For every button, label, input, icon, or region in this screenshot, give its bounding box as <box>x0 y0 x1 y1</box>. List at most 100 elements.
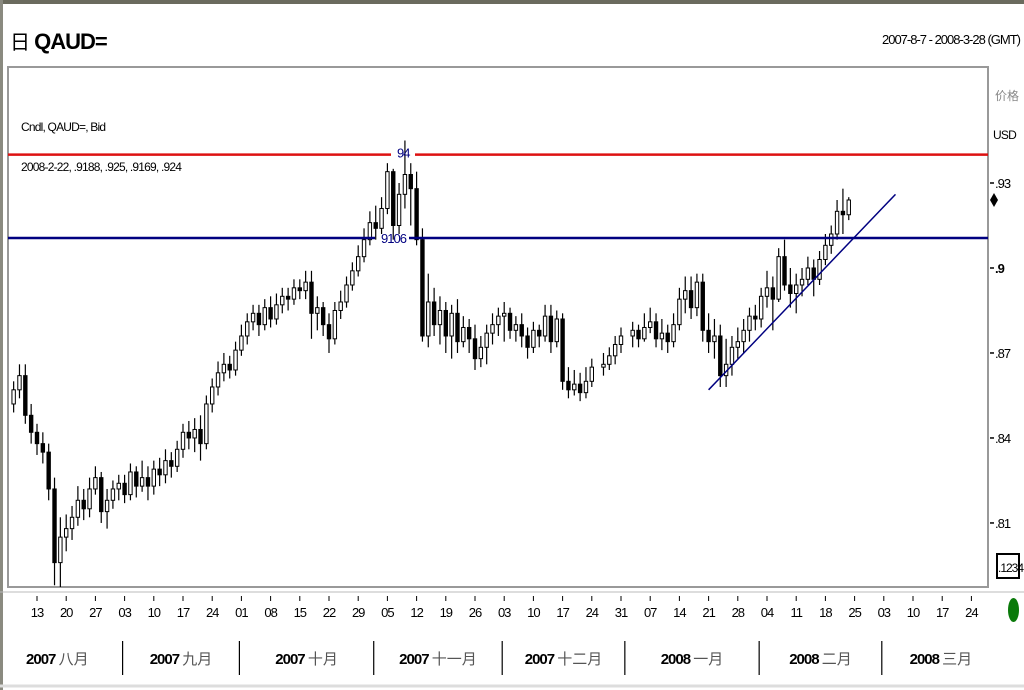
candlestick <box>653 313 659 348</box>
candle-body-down <box>23 375 28 416</box>
x-tick-label: 22 <box>323 605 336 620</box>
series-legend: Cndl, QAUD=, Bid <box>21 120 105 134</box>
symbol-label: QAUD= <box>34 29 108 54</box>
candlestick <box>262 299 267 331</box>
candle-body-down <box>472 338 478 360</box>
candlestick <box>81 488 86 521</box>
x-tick-label: 29 <box>352 605 365 620</box>
candle-body-up <box>461 326 466 343</box>
candlestick <box>87 477 92 518</box>
candle-body-up <box>174 448 180 467</box>
candlestick <box>99 471 104 523</box>
x-tick-label: 12 <box>410 605 423 620</box>
horizontal-line-label: 9106 <box>381 231 407 246</box>
candlestick <box>770 276 776 331</box>
candle-body-down <box>700 281 705 331</box>
candlestick <box>315 296 320 331</box>
candlestick <box>572 369 577 396</box>
x-tick-label: 24 <box>206 605 219 620</box>
candle-body-down <box>507 312 513 331</box>
candlestick <box>139 460 145 492</box>
candlestick <box>694 273 700 317</box>
candle-body-up <box>735 341 740 348</box>
candlestick <box>285 287 291 311</box>
x-tick-label: 18 <box>819 605 832 620</box>
candlestick <box>350 262 355 291</box>
candlestick <box>274 293 279 325</box>
candlestick <box>712 318 717 359</box>
candle-body-up <box>402 174 408 195</box>
x-tick-label: 17 <box>556 605 569 620</box>
candlestick <box>560 313 565 390</box>
candlestick <box>764 270 770 308</box>
candlestick <box>221 352 227 382</box>
candlestick <box>490 313 495 345</box>
candle-body-up <box>513 324 519 331</box>
candle-body-up <box>303 281 308 292</box>
candle-body-up <box>64 528 69 538</box>
candle-body-up <box>87 488 92 510</box>
candlestick <box>280 287 285 314</box>
x-tick-label: 07 <box>644 605 657 620</box>
candle-body-up <box>128 471 133 496</box>
candle-body-up <box>356 256 361 272</box>
candlestick <box>332 301 338 345</box>
candlestick <box>40 432 46 464</box>
candle-body-down <box>577 383 583 394</box>
candlestick <box>630 321 635 348</box>
x-tick-label: 03 <box>118 605 131 620</box>
candlestick <box>391 168 396 240</box>
candlestick <box>583 367 589 399</box>
candle-body-up <box>531 329 536 348</box>
candle-body-up <box>589 366 594 382</box>
x-tick-label: 03 <box>498 605 511 620</box>
candle-body-down <box>560 318 565 382</box>
candlestick <box>338 290 343 319</box>
candlestick <box>151 460 157 495</box>
candlestick <box>513 316 519 342</box>
y-tick-label: .81 <box>995 516 1011 531</box>
candle-body-up <box>542 315 548 337</box>
candlestick <box>659 318 665 351</box>
candlestick <box>233 341 238 376</box>
candle-body-up <box>490 324 495 334</box>
x-tick-label: 17 <box>936 605 949 620</box>
candlestick <box>326 313 332 353</box>
candlestick <box>706 313 711 353</box>
candle-body-down <box>28 414 34 433</box>
candlestick <box>794 273 799 314</box>
decimal-format-button[interactable]: .1234 <box>996 553 1024 579</box>
candlestick <box>671 313 676 348</box>
candlestick <box>461 316 466 348</box>
candle-body-down <box>320 307 326 326</box>
x-tick-label: 08 <box>264 605 277 620</box>
candle-body-up <box>338 301 343 311</box>
candlestick <box>122 474 127 504</box>
candlestick <box>548 304 554 353</box>
candlestick <box>683 276 688 314</box>
candle-body-up <box>11 389 16 405</box>
candle-body-up <box>502 312 507 317</box>
x-tick-label: 20 <box>60 605 73 620</box>
candlestick <box>840 188 846 234</box>
candlestick <box>320 301 326 336</box>
candle-body-down <box>431 301 437 326</box>
candlestick <box>542 304 548 342</box>
x-tick-label: 13 <box>31 605 44 620</box>
candlestick <box>846 197 851 221</box>
candle-body-down <box>373 222 378 229</box>
x-tick-label: 24 <box>586 605 599 620</box>
candle-body-up <box>315 307 320 314</box>
candle-body-up <box>712 335 717 343</box>
candle-body-down <box>840 210 846 216</box>
candle-body-up <box>612 343 618 357</box>
candle-body-up <box>478 346 484 360</box>
x-tick-label: 25 <box>848 605 861 620</box>
candlestick <box>525 327 530 359</box>
candle-body-down <box>268 307 273 320</box>
candlestick <box>554 310 559 348</box>
candlestick <box>747 307 752 342</box>
candlestick <box>344 276 349 308</box>
x-tick-label: 03 <box>878 605 891 620</box>
